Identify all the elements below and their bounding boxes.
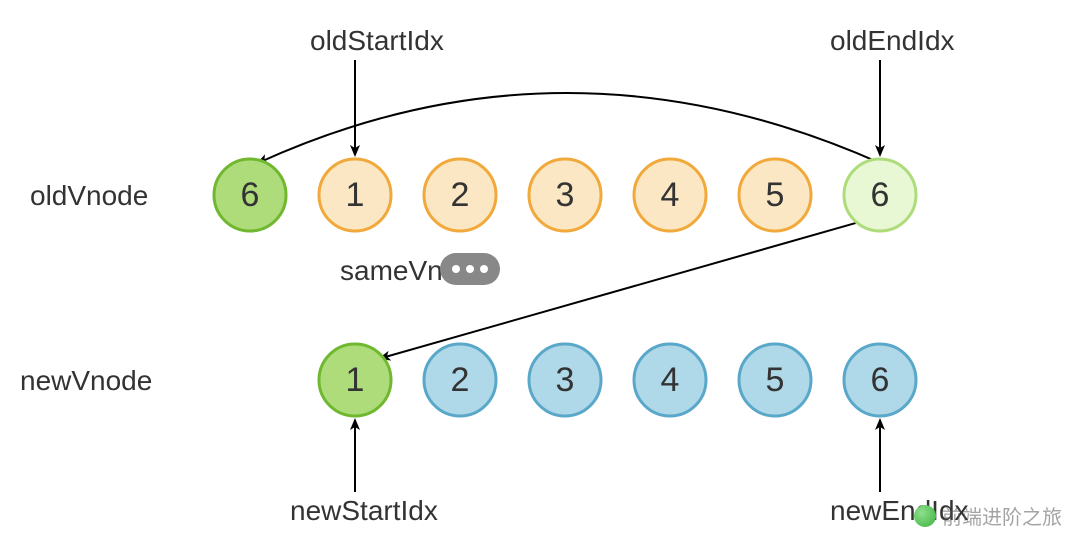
oldStartIdx-label: oldStartIdx xyxy=(310,25,444,56)
oldEndIdx-label: oldEndIdx xyxy=(830,25,955,56)
node-old-2-value: 2 xyxy=(451,176,470,214)
node-new-4-value: 5 xyxy=(766,361,785,399)
node-old-4-value: 4 xyxy=(661,176,680,214)
newStartIdx-label: newStartIdx xyxy=(290,495,438,526)
node-new-3-value: 4 xyxy=(661,361,680,399)
ellipsis-dot-icon xyxy=(466,265,474,273)
watermark: 前端进阶之旅 xyxy=(914,501,1062,530)
watermark-text: 前端进阶之旅 xyxy=(942,501,1062,530)
node-old-3-value: 3 xyxy=(556,176,575,214)
watermark-icon xyxy=(914,505,936,527)
node-new-2-value: 3 xyxy=(556,361,575,399)
node-new-1-value: 2 xyxy=(451,361,470,399)
node-new-5-value: 6 xyxy=(871,361,890,399)
diagram-svg: oldVnode newVnode 6 1 2 3 4 5 6 1 2 3 4 5 6 oldStartIdx… xyxy=(0,0,1080,542)
new-row-label: newVnode xyxy=(20,365,152,396)
move-arrow-curve xyxy=(258,93,880,163)
old-row-label: oldVnode xyxy=(30,180,148,211)
node-old-6-value: 6 xyxy=(871,176,890,214)
node-old-5-value: 5 xyxy=(766,176,785,214)
same-vnode-arrow xyxy=(380,220,865,358)
node-old-0-value: 6 xyxy=(241,176,260,214)
ellipsis-dot-icon xyxy=(480,265,488,273)
node-old-1-value: 1 xyxy=(346,176,365,214)
node-new-0-value: 1 xyxy=(346,361,365,399)
ellipsis-dot-icon xyxy=(452,265,460,273)
diagram-container: { "diagram": { "type": "flowchart", "wid… xyxy=(0,0,1080,542)
